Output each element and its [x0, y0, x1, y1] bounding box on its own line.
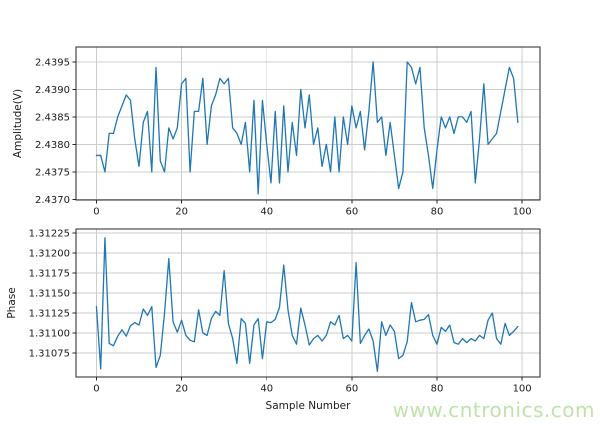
- y-tick-label: 1.31075: [29, 349, 70, 360]
- x-tick-label: 80: [431, 384, 444, 395]
- y-tick-label: 1.31125: [29, 309, 70, 320]
- x-axis-title: Sample Number: [266, 400, 352, 412]
- phase-data-line: [95, 237, 519, 373]
- y-tick-label: 2.4375: [35, 167, 70, 178]
- x-tick-label: 80: [431, 207, 444, 218]
- y-tick-label: 1.31150: [29, 289, 70, 300]
- y-tick-label: 2.4390: [35, 85, 70, 96]
- y-tick-label: 1.31225: [29, 229, 70, 240]
- x-tick-label: 100: [513, 384, 532, 395]
- x-tick-label: 0: [93, 384, 99, 395]
- amplitude-data-line: [95, 61, 519, 195]
- y-tick-label: 1.31100: [29, 329, 70, 340]
- y-tick-label: 2.4395: [35, 57, 70, 68]
- x-tick-label: 60: [345, 207, 358, 218]
- x-tick-label: 40: [260, 207, 273, 218]
- y-tick-label: 2.4385: [35, 112, 70, 123]
- y-tick-label: 2.4370: [35, 195, 70, 206]
- x-tick-label: 0: [93, 207, 99, 218]
- y-tick-label: 2.4380: [35, 140, 70, 151]
- x-tick-label: 40: [260, 384, 273, 395]
- x-tick-label: 20: [175, 207, 188, 218]
- x-tick-label: 20: [175, 384, 188, 395]
- plot-frame: [75, 228, 541, 378]
- amplitude-axis-title: Amplitude(V): [12, 89, 24, 158]
- watermark: www.cntronics.com: [392, 398, 595, 422]
- plot-frame: [75, 46, 541, 201]
- x-tick-label: 60: [345, 384, 358, 395]
- phase-axis-title: Phase: [6, 287, 18, 318]
- y-tick-label: 1.31200: [29, 249, 70, 260]
- x-tick-label: 100: [513, 207, 532, 218]
- y-tick-label: 1.31175: [29, 269, 70, 280]
